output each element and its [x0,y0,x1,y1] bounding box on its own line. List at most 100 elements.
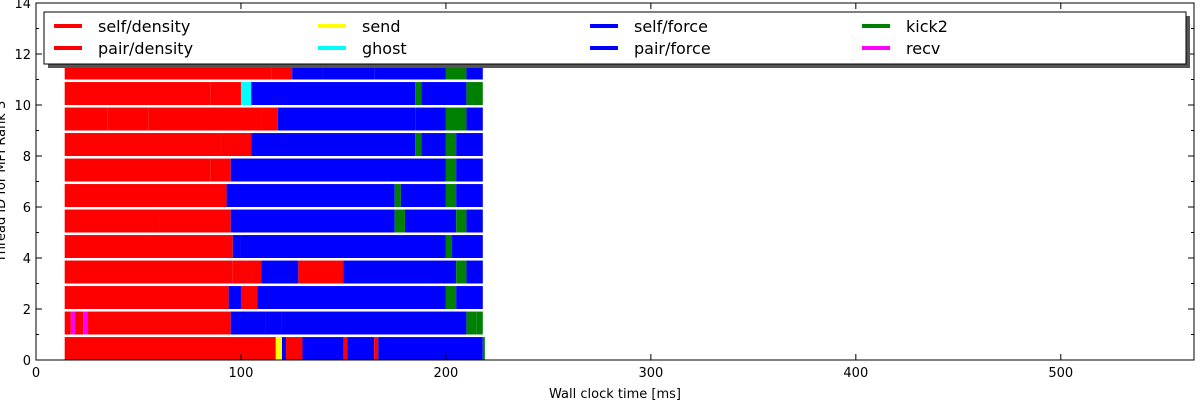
x-tick-label: 200 [433,366,458,381]
thread-5-segment-5 [456,209,467,233]
x-axis-label: Wall clock time [ms] [549,387,681,400]
legend-label: self/force [634,17,708,36]
thread-0-segment-4 [302,337,344,360]
y-tick-label: 6 [23,201,31,216]
thread-5-segment-2 [230,209,395,233]
y-axis-label: Thread ID for MPI Rank 3 [0,101,9,263]
thread-10-segment-1 [210,82,241,105]
thread-5-segment-1 [158,209,231,233]
thread-10-segment-6 [466,82,483,105]
thread-3-segment-5 [456,260,467,284]
thread-3-segment-1 [232,260,262,284]
y-tick-label: 10 [14,99,31,114]
thread-3-segment-2 [261,260,299,284]
thread-2-segment-0 [64,286,229,309]
thread-2-segment-1 [228,286,241,309]
thread-1-segment-0 [64,311,71,335]
thread-6-segment-0 [64,184,227,207]
thread-7-segment-0 [64,158,211,182]
thread-1-segment-9 [476,311,483,335]
legend-label: self/density [98,17,190,36]
task-bars [64,56,485,360]
thread-8-segment-1 [220,133,252,156]
thread-8-segment-4 [421,133,446,156]
legend-label: pair/density [98,39,193,58]
thread-2-segment-5 [456,286,483,309]
legend-label: kick2 [906,17,948,36]
thread-3-segment-4 [343,260,457,284]
thread-9-segment-3 [261,107,278,131]
thread-3-segment-6 [466,260,483,284]
thread-8-segment-3 [415,133,422,156]
thread-10-segment-0 [64,82,211,105]
thread-7-segment-4 [456,158,483,182]
thread-8-segment-2 [251,133,416,156]
x-tick-label: 300 [638,366,663,381]
thread-6-segment-1 [226,184,395,207]
thread-1-segment-1 [70,311,75,335]
legend: self/density pair/density send ghost self/fo… [43,11,1190,68]
legend-label: recv [906,39,940,58]
thread-10-segment-4 [415,82,422,105]
y-tick-label: 2 [23,303,31,318]
legend-box [43,11,1187,65]
thread-0-segment-8 [378,337,483,360]
thread-6-segment-5 [456,184,483,207]
thread-2-segment-4 [445,286,457,309]
y-tick-label: 14 [14,0,31,12]
thread-2-segment-2 [240,286,258,309]
thread-6-segment-2 [394,184,401,207]
thread-5-segment-4 [404,209,457,233]
legend-label: send [362,17,400,36]
thread-1-segment-6 [265,311,282,335]
thread-7-segment-2 [230,158,446,182]
thread-0-segment-9 [482,337,485,360]
thread-9-segment-5 [415,107,446,131]
x-tick-label: 400 [843,366,868,381]
thread-8-segment-0 [64,133,221,156]
thread-5-segment-0 [64,209,159,233]
thread-0-segment-3 [286,337,303,360]
thread-0-segment-7 [374,337,379,360]
thread-1-segment-7 [281,311,467,335]
thread-0-segment-5 [343,337,348,360]
thread-3-segment-3 [298,260,344,284]
thread-4-segment-1 [232,235,241,258]
thread-8-segment-5 [445,133,457,156]
thread-9-segment-1 [107,107,149,131]
thread-10-segment-3 [251,82,416,105]
thread-1-segment-3 [83,311,88,335]
thread-5-segment-6 [466,209,483,233]
legend-label: pair/force [634,39,711,58]
x-tick-label: 100 [229,366,254,381]
legend-label: ghost [362,39,407,58]
thread-4-segment-4 [452,235,483,258]
thread-7-segment-1 [210,158,231,182]
thread-10-segment-5 [421,82,467,105]
thread-6-segment-3 [400,184,446,207]
thread-7-segment-3 [445,158,457,182]
thread-1-segment-8 [466,311,477,335]
thread-9-segment-4 [277,107,416,131]
thread-4-segment-2 [240,235,446,258]
thread-10-segment-2 [240,82,252,105]
thread-6-segment-4 [445,184,457,207]
thread-9-segment-6 [445,107,467,131]
thread-9-segment-0 [64,107,108,131]
x-tick-label: 500 [1048,366,1073,381]
x-tick-label: 0 [32,366,40,381]
thread-4-segment-3 [445,235,453,258]
y-tick-label: 12 [14,48,31,63]
thread-0-segment-2 [281,337,287,360]
thread-0-segment-6 [347,337,375,360]
thread-5-segment-3 [394,209,405,233]
thread-1-segment-4 [87,311,231,335]
thread-2-segment-3 [257,286,446,309]
thread-9-segment-2 [148,107,262,131]
thread-3-segment-0 [64,260,233,284]
y-tick-label: 4 [23,252,31,267]
thread-1-segment-2 [74,311,84,335]
y-tick-label: 0 [23,354,31,369]
thread-1-segment-5 [230,311,266,335]
